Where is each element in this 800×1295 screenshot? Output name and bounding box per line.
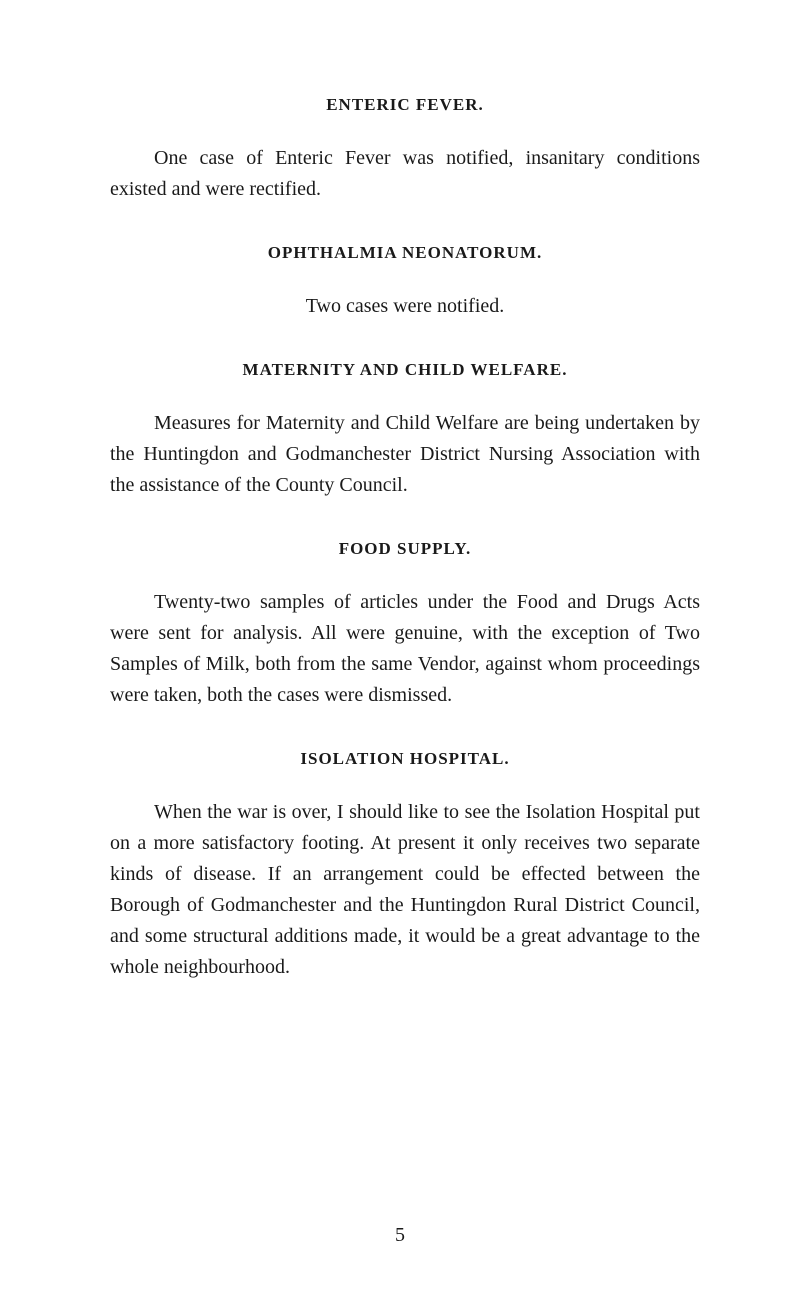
paragraph-food-supply: Twenty-two samples of articles under the…	[110, 587, 700, 711]
heading-isolation-hospital: ISOLATION HOSPITAL.	[110, 749, 700, 769]
page-number: 5	[0, 1224, 800, 1247]
paragraph-ophthalmia: Two cases were notified.	[110, 291, 700, 322]
paragraph-enteric-fever: One case of Enteric Fever was notified, …	[110, 143, 700, 205]
document-page: ENTERIC FEVER. One case of Enteric Fever…	[0, 0, 800, 1295]
paragraph-maternity: Measures for Maternity and Child Welfare…	[110, 408, 700, 501]
heading-enteric-fever: ENTERIC FEVER.	[110, 95, 700, 115]
paragraph-isolation-hospital: When the war is over, I should like to s…	[110, 797, 700, 983]
heading-ophthalmia: OPHTHALMIA NEONATORUM.	[110, 243, 700, 263]
heading-food-supply: FOOD SUPPLY.	[110, 539, 700, 559]
heading-maternity: MATERNITY AND CHILD WELFARE.	[110, 360, 700, 380]
